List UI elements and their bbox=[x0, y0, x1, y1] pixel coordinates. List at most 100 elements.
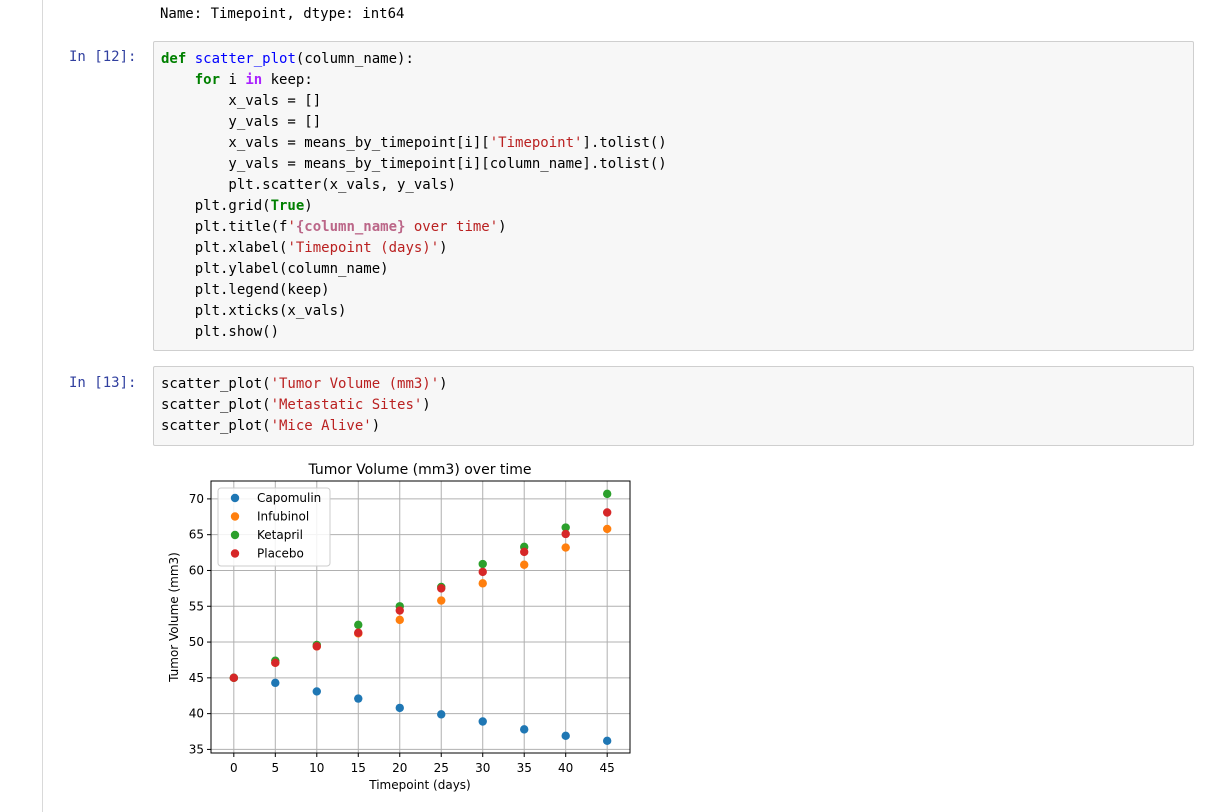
legend-marker-placebo bbox=[230, 549, 240, 558]
code-cell-13[interactable]: scatter_plot('Tumor Volume (mm3)') scatte… bbox=[153, 366, 1194, 446]
code-token: 'Tumor Volume (mm3)' bbox=[270, 376, 440, 392]
code-line: plt.legend(keep) bbox=[161, 280, 330, 301]
x-axis-label: Timepoint (days) bbox=[368, 778, 470, 792]
code-token: plt.scatter(x_vals, y_vals) bbox=[161, 177, 457, 193]
notebook-left-border bbox=[42, 0, 43, 812]
code-line: x_vals = [] bbox=[161, 91, 321, 112]
scatter-chart: Tumor Volume (mm3) over time 0 5 10 15 20 25 3… bbox=[167, 462, 631, 792]
y-tick-label: 60 bbox=[189, 563, 204, 577]
y-tick-label: 40 bbox=[189, 707, 204, 721]
scatter-point-placebo bbox=[478, 567, 487, 577]
code-token: 'Mice Alive' bbox=[270, 418, 372, 434]
code-line: y_vals = [] bbox=[161, 112, 321, 133]
code-line: plt.title(f'{column_name} over time') bbox=[161, 217, 507, 238]
y-axis-label: Tumor Volume (mm3) bbox=[167, 552, 181, 683]
scatter-point-capomulin bbox=[312, 687, 321, 696]
scatter-point-placebo bbox=[395, 606, 404, 615]
code-token: keep: bbox=[262, 72, 313, 88]
scatter-point-ketapril bbox=[602, 489, 612, 499]
y-tick-label: 50 bbox=[189, 635, 204, 649]
x-tick-label: 35 bbox=[517, 761, 532, 775]
y-tick-label: 70 bbox=[189, 492, 204, 506]
scatter-chart-output: Tumor Volume (mm3) over time 0 5 10 15 20 25 3… bbox=[160, 454, 640, 804]
scatter-point-ketapril bbox=[561, 523, 570, 532]
scatter-point-infubinol bbox=[437, 596, 446, 605]
x-tick-label: 25 bbox=[434, 761, 449, 775]
code-line: plt.xticks(x_vals) bbox=[161, 301, 347, 322]
code-token: x_vals = means_by_timepoint[i][ bbox=[161, 135, 490, 151]
code-token: scatter_plot( bbox=[161, 397, 271, 413]
code-line: plt.ylabel(column_name) bbox=[161, 259, 389, 280]
code-token: True bbox=[270, 198, 305, 214]
x-tick-label: 10 bbox=[309, 761, 324, 775]
code-token: i bbox=[220, 72, 246, 88]
scatter-point-infubinol bbox=[478, 579, 487, 588]
legend-label: Capomulin bbox=[257, 491, 321, 505]
y-tick-label: 45 bbox=[189, 671, 204, 685]
scatter-point-infubinol bbox=[561, 543, 570, 552]
code-line: plt.show() bbox=[161, 322, 279, 343]
code-token: for bbox=[194, 72, 221, 88]
y-tick-label: 35 bbox=[189, 742, 204, 756]
x-tick-label: 45 bbox=[600, 761, 615, 775]
scatter-point-capomulin bbox=[520, 725, 529, 734]
code-line: for i in keep: bbox=[161, 70, 313, 91]
code-token: ' bbox=[287, 219, 296, 235]
scatter-point-infubinol bbox=[520, 560, 529, 569]
code-token: ) bbox=[498, 219, 507, 235]
chart-ticks: 0 5 10 15 20 25 30 35 40 45 35 40 45 50 55 60 65 70 bbox=[189, 492, 615, 775]
code-token: ) bbox=[439, 240, 448, 256]
cell13-prompt: In [13]: bbox=[69, 375, 137, 391]
code-token: over time' bbox=[405, 219, 499, 235]
y-tick-label: 65 bbox=[189, 528, 204, 542]
scatter-point-placebo bbox=[437, 584, 446, 593]
code-line: plt.grid(True) bbox=[161, 196, 313, 217]
code-line: x_vals = means_by_timepoint[i]['Timepoin… bbox=[161, 133, 667, 154]
chart-plot-frame bbox=[210, 480, 631, 754]
x-tick-label: 30 bbox=[475, 761, 490, 775]
code-token: 'Timepoint' bbox=[489, 135, 583, 151]
code-cell-12[interactable]: def scatter_plot(column_name): for i in … bbox=[153, 41, 1194, 351]
code-token: (column_name): bbox=[295, 51, 414, 67]
code-token: def bbox=[161, 51, 187, 67]
cell12-prompt: In [12]: bbox=[69, 49, 137, 65]
scatter-point-ketapril bbox=[478, 559, 487, 569]
scatter-point-capomulin bbox=[561, 731, 570, 741]
scatter-point-placebo bbox=[520, 547, 529, 557]
code-token: scatter_plot( bbox=[161, 418, 271, 434]
code-token bbox=[186, 51, 194, 67]
code-token: plt.legend(keep) bbox=[161, 282, 330, 298]
legend-label: Ketapril bbox=[257, 528, 303, 542]
scatter-point-placebo bbox=[561, 529, 570, 539]
scatter-point-placebo bbox=[312, 642, 321, 651]
scatter-point-capomulin bbox=[437, 710, 446, 719]
code-line: plt.scatter(x_vals, y_vals) bbox=[161, 175, 456, 196]
scatter-point-placebo bbox=[602, 508, 612, 517]
scatter-point-ketapril bbox=[354, 620, 363, 630]
scatter-point-capomulin bbox=[395, 703, 404, 713]
scatter-point-capomulin bbox=[602, 736, 612, 746]
scatter-point-placebo bbox=[271, 658, 280, 668]
code-token: in bbox=[245, 72, 263, 88]
legend-marker-capomulin bbox=[230, 493, 240, 503]
legend-label: Placebo bbox=[257, 547, 304, 561]
code-token: plt.xticks(x_vals) bbox=[161, 303, 347, 319]
x-tick-label: 20 bbox=[392, 761, 407, 775]
code-token: ) bbox=[422, 397, 431, 413]
code-token: ) bbox=[439, 376, 448, 392]
code-token: plt.xlabel( bbox=[161, 240, 288, 256]
code-line: scatter_plot('Metastatic Sites') bbox=[161, 395, 431, 416]
code-token: 'Timepoint (days)' bbox=[287, 240, 440, 256]
code-token: y_vals = [] bbox=[161, 114, 322, 130]
code-token: plt.ylabel(column_name) bbox=[161, 261, 389, 277]
code-token: plt.grid( bbox=[161, 198, 271, 214]
scatter-point-placebo bbox=[354, 628, 363, 637]
chart-legend: Capomulin Infubinol Ketapril Placebo bbox=[217, 487, 331, 567]
scatter-point-infubinol bbox=[602, 524, 612, 534]
code-token: 'Metastatic Sites' bbox=[270, 397, 423, 413]
scatter-point-capomulin bbox=[478, 717, 487, 726]
code-token: ].tolist() bbox=[582, 135, 667, 151]
x-tick-label: 5 bbox=[271, 761, 279, 775]
legend-marker-infubinol bbox=[230, 512, 240, 521]
code-line: plt.xlabel('Timepoint (days)') bbox=[161, 238, 448, 259]
